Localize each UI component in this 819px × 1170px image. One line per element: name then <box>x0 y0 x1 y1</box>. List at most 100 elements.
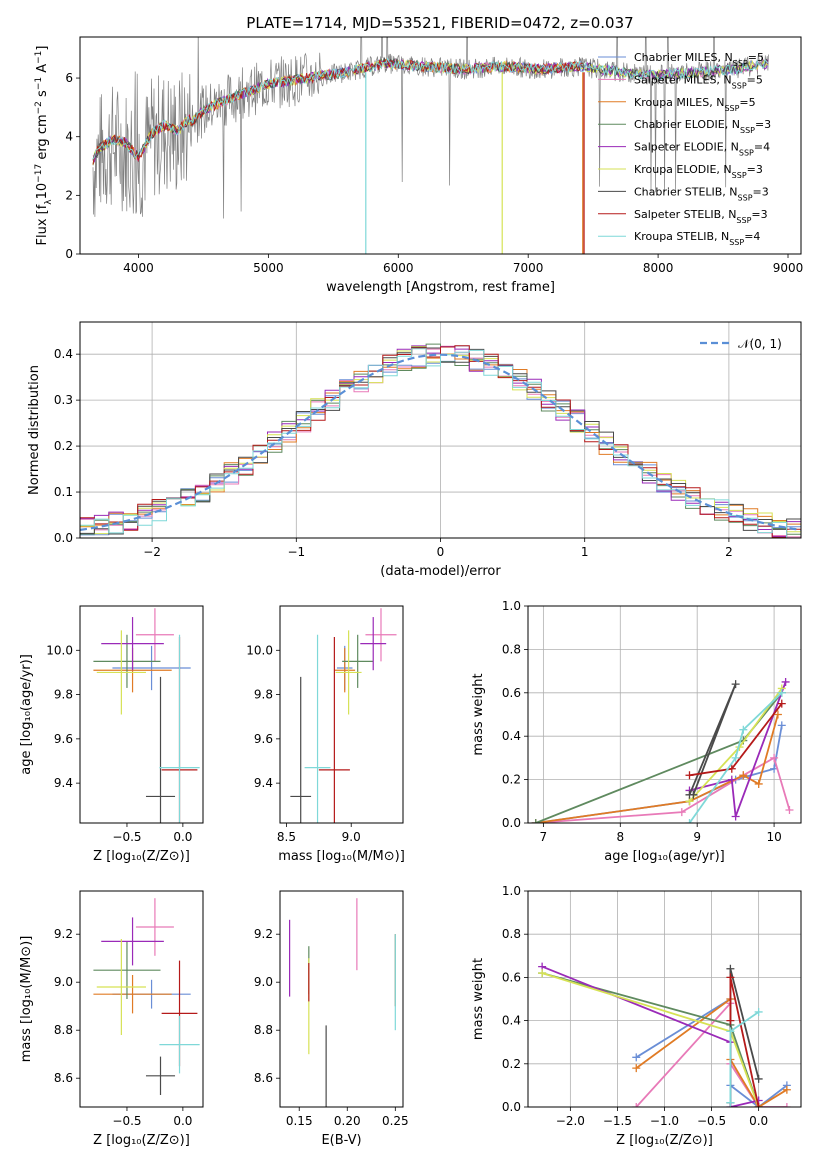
mass-weight-marker <box>731 680 740 689</box>
x-tick-label: −0.5 <box>112 1114 141 1128</box>
mass-weight-line <box>689 681 787 817</box>
axes-frame <box>79 605 204 824</box>
chart-mass_vs_ebv: 0.15 0.20 0.25 8.6 8.8 9.0 9.2 E(B-V) <box>254 890 409 1148</box>
legend: Chabrier MILES, NSSP=5 Salpeter MILES, NS… <box>598 51 771 247</box>
x-axis-label: wavelength [Angstrom, rest frame] <box>326 280 555 295</box>
axes-frame <box>79 36 802 255</box>
y-tick-label: 9.2 <box>54 927 73 941</box>
legend-label: Kroupa STELIB, NSSP=4 <box>634 230 760 247</box>
plot-area <box>93 898 200 1095</box>
y-tick-label: 9.4 <box>54 776 73 790</box>
y-tick-label: 0.3 <box>54 393 73 407</box>
y-tick-label: 9.4 <box>254 776 273 790</box>
y-tick-label: 10.0 <box>246 643 273 657</box>
y-tick-label: 9.2 <box>254 927 273 941</box>
x-tick-label: 8.5 <box>277 830 296 844</box>
mass-weight-marker <box>685 819 694 823</box>
y-tick-label: 0.0 <box>502 816 521 830</box>
x-axis-label: mass [log₁₀(M/M⊙)] <box>278 849 405 864</box>
legend-label: Chabrier ELODIE, NSSP=3 <box>634 118 771 135</box>
mass-weight-marker <box>726 964 735 973</box>
legend-label: 𝒩(0, 1) <box>738 337 782 351</box>
plot-area <box>538 962 791 1107</box>
x-tick-label: 8 <box>616 830 624 844</box>
x-tick-label: 2 <box>725 545 733 559</box>
y-tick-label: 1.0 <box>502 884 521 898</box>
y-tick-label: 0.1 <box>54 485 73 499</box>
x-axis-label: age [log₁₀(age/yr)] <box>604 849 725 864</box>
plot-area <box>290 608 397 823</box>
y-tick-label: 0.8 <box>502 642 521 656</box>
x-axis-label: E(B-V) <box>321 1133 361 1148</box>
axes-frame <box>279 890 404 1108</box>
gaussian-curve <box>80 353 801 531</box>
y-tick-label: 8.8 <box>254 1023 273 1037</box>
y-tick-label: 0.6 <box>502 970 521 984</box>
y-tick-label: 2 <box>65 188 73 202</box>
x-tick-label: 0.20 <box>334 1114 361 1128</box>
mass-weight-marker <box>632 1064 641 1073</box>
mass-weight-marker <box>773 710 782 719</box>
x-tick-label: 6000 <box>383 261 414 275</box>
x-tick-label: −2 <box>143 545 161 559</box>
x-tick-label: 0.15 <box>286 1114 313 1128</box>
mass-weight-marker <box>739 771 748 780</box>
plot-area <box>289 898 396 1107</box>
x-tick-label: 4000 <box>123 261 154 275</box>
mass-weight-marker <box>777 688 786 697</box>
mass-weight-marker <box>726 1098 735 1107</box>
y-tick-label: 0.2 <box>502 773 521 787</box>
y-tick-label: 0.2 <box>54 439 73 453</box>
x-tick-label: 0.0 <box>173 1114 192 1128</box>
x-tick-label: 8000 <box>643 261 674 275</box>
mass-weight-marker <box>777 721 786 730</box>
x-tick-label: 0.25 <box>382 1114 409 1128</box>
x-tick-label: 9.0 <box>342 830 361 844</box>
y-tick-label: 8.8 <box>54 1023 73 1037</box>
y-axis-label: Flux [fλ10−17 erg cm−2 s−1 A−1] <box>34 46 54 246</box>
x-tick-label: 0.0 <box>173 830 192 844</box>
y-tick-label: 9.0 <box>254 975 273 989</box>
mass-weight-line <box>688 692 783 823</box>
x-tick-label: −1.5 <box>603 1114 632 1128</box>
y-tick-label: 4 <box>65 130 73 144</box>
y-tick-label: 0.8 <box>502 927 521 941</box>
mass-weight-marker <box>726 973 735 982</box>
axes-frame <box>527 890 802 1108</box>
x-tick-label: 7 <box>540 830 548 844</box>
plot-area <box>531 677 794 823</box>
mass-weight-marker <box>727 775 736 784</box>
legend-label: Kroupa MILES, NSSP=5 <box>634 96 756 113</box>
mass-weight-marker <box>782 1085 791 1094</box>
figure-title: PLATE=1714, MJD=53521, FIBERID=0472, z=0… <box>246 14 633 32</box>
y-tick-label: 0.2 <box>502 1057 521 1071</box>
y-tick-label: 0 <box>65 247 73 261</box>
model-spectrum <box>92 57 769 160</box>
mass-weight-marker <box>777 699 786 708</box>
mass-weight-marker <box>782 1103 791 1107</box>
y-tick-label: 8.6 <box>54 1071 73 1085</box>
chart-weight_vs_age: 7 8 9 10 0.0 0.2 0.4 0.6 0.8 1.0 age [log₁₀(age/yr… <box>471 599 802 864</box>
mass-weight-marker <box>531 819 540 823</box>
y-tick-label: 0.4 <box>502 729 521 743</box>
chart-residuals: −2 −1 0 1 2 0.0 0.1 0.2 0.3 0.4 (data-model)/error… <box>27 321 802 579</box>
chart-mass_vs_Z: −0.5 0.0 8.6 8.8 9.0 9.2 Z [log₁₀(Z/Z⊙)] mass [… <box>19 890 204 1148</box>
y-axis-label: mass weight <box>471 958 486 1040</box>
y-tick-label: 10.0 <box>46 643 73 657</box>
x-tick-label: 10 <box>766 830 781 844</box>
x-tick-label: 0 <box>437 545 445 559</box>
y-axis-label: age [log₁₀(age/yr)] <box>19 654 34 775</box>
x-tick-label: −0.5 <box>112 830 141 844</box>
mass-weight-line <box>689 703 783 777</box>
x-tick-label: 9 <box>693 830 701 844</box>
plot-area <box>92 37 769 254</box>
y-tick-label: 9.0 <box>54 975 73 989</box>
legend-label: Chabrier MILES, NSSP=5 <box>634 51 764 68</box>
y-tick-label: 9.8 <box>254 688 273 702</box>
axes-frame <box>79 321 802 539</box>
y-axis-label: mass weight <box>471 673 486 755</box>
legend-label: Salpeter ELODIE, NSSP=4 <box>634 141 770 158</box>
legend-label: Kroupa ELODIE, NSSP=3 <box>634 163 763 180</box>
mass-weight-line <box>688 683 737 796</box>
